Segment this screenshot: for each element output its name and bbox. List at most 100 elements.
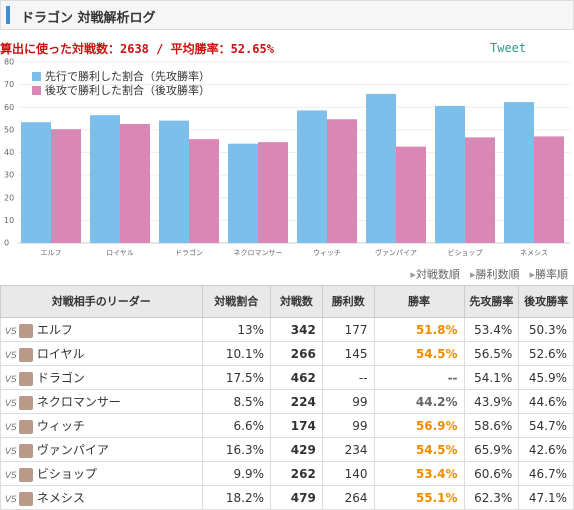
cell: 46.7% bbox=[518, 461, 574, 486]
cell: 43.9% bbox=[463, 389, 520, 414]
leader-name: ヴァンパイア bbox=[36, 443, 109, 457]
column-header: 対戦相手のリーダー bbox=[0, 285, 203, 318]
leader-cell: VS ネクロマンサー bbox=[0, 389, 203, 414]
y-tick-label: 80 bbox=[4, 58, 14, 67]
x-tick-label: エルフ bbox=[41, 249, 62, 257]
column-header: 勝率 bbox=[373, 285, 465, 318]
vs-label: VS bbox=[5, 351, 17, 361]
cell: 13% bbox=[201, 317, 272, 342]
cell: 54.1% bbox=[463, 365, 520, 390]
vs-label: VS bbox=[5, 471, 17, 481]
vs-label: VS bbox=[5, 375, 17, 385]
leader-icon bbox=[18, 467, 33, 482]
vs-label: VS bbox=[5, 399, 17, 409]
cell: 99 bbox=[321, 413, 375, 438]
x-tick-label: ロイヤル bbox=[106, 249, 134, 257]
cell: 54.5% bbox=[373, 437, 465, 462]
summary: 算出に使った対戦数：2638 / 平均勝率：52.65% bbox=[0, 42, 274, 56]
sort-label[interactable]: 対戦数順 bbox=[415, 268, 460, 281]
leader-icon bbox=[18, 443, 33, 458]
sort-label[interactable]: 勝率順 bbox=[535, 268, 568, 281]
leader-name: ウィッチ bbox=[36, 419, 85, 433]
y-tick-label: 60 bbox=[4, 103, 14, 112]
cell: 44.2% bbox=[373, 389, 465, 414]
cell: 342 bbox=[270, 317, 323, 342]
cell: 10.1% bbox=[201, 341, 272, 366]
bar bbox=[435, 105, 465, 243]
cell: 54.7% bbox=[518, 413, 574, 438]
table-row: VS エルフ 13% 342 177 51.8% 53.4% 50.3% bbox=[0, 317, 574, 342]
cell: 44.6% bbox=[518, 389, 574, 414]
cell: 99 bbox=[321, 389, 375, 414]
vs-label: VS bbox=[5, 423, 17, 433]
header-title: ドラゴン 対戦解析ログ bbox=[21, 11, 156, 26]
cell: 56.5% bbox=[463, 341, 520, 366]
cell: 174 bbox=[270, 413, 323, 438]
y-tick-label: 0 bbox=[4, 239, 9, 248]
sort-link[interactable]: ▸対戦数順 bbox=[410, 268, 460, 281]
column-header: 後攻勝率 bbox=[518, 285, 574, 318]
sort-label[interactable]: 勝利数順 bbox=[475, 268, 520, 281]
table: 対戦相手のリーダー 対戦割合 対戦数 勝利数 勝率 先攻勝率 後攻勝率 VS エルフ 13% 342… bbox=[0, 285, 574, 510]
leader-name: ネクロマンサー bbox=[36, 395, 121, 409]
header-row: 対戦相手のリーダー 対戦割合 対戦数 勝利数 勝率 先攻勝率 後攻勝率 bbox=[0, 285, 574, 318]
cell: 42.6% bbox=[518, 437, 574, 462]
sort-link[interactable]: ▸勝率順 bbox=[529, 268, 568, 281]
cell: 60.6% bbox=[463, 461, 520, 486]
column-header: 先攻勝率 bbox=[463, 285, 520, 318]
cell: 17.5% bbox=[201, 365, 272, 390]
cell: 65.9% bbox=[463, 437, 520, 462]
sort-link[interactable]: ▸勝利数順 bbox=[470, 268, 520, 281]
vs-label: VS bbox=[5, 447, 17, 457]
leader-icon bbox=[18, 395, 33, 410]
cell: 6.6% bbox=[201, 413, 272, 438]
bar bbox=[396, 146, 426, 243]
x-tick-label: ヴァンパイア bbox=[375, 248, 417, 257]
table-row: VS ロイヤル 10.1% 266 145 54.5% 56.5% 52.6% bbox=[0, 341, 574, 366]
x-tick-label: ウィッチ bbox=[313, 249, 341, 257]
cell: 52.6% bbox=[518, 341, 574, 366]
leader-icon bbox=[18, 371, 33, 386]
cell: -- bbox=[373, 365, 465, 390]
leader-cell: VS エルフ bbox=[0, 317, 203, 342]
leader-cell: VS ビショップ bbox=[0, 461, 203, 486]
y-tick-label: 50 bbox=[4, 125, 14, 134]
bar bbox=[189, 139, 219, 243]
y-tick-label: 40 bbox=[4, 148, 14, 157]
sort-arrow: ▸ bbox=[529, 268, 535, 281]
leader-name: ネメシス bbox=[36, 491, 85, 505]
cell: 58.6% bbox=[463, 413, 520, 438]
bar bbox=[228, 143, 258, 243]
bar bbox=[258, 142, 288, 243]
bar bbox=[327, 119, 357, 243]
table-row: VS ドラゴン 17.5% 462 -- -- 54.1% 45.9% bbox=[0, 365, 574, 390]
x-tick-label: ビショップ bbox=[448, 248, 483, 257]
leader-name: ビショップ bbox=[36, 467, 97, 481]
cell: 53.4% bbox=[373, 461, 465, 486]
tweet-link[interactable]: Tweet bbox=[490, 41, 527, 55]
cell: 16.3% bbox=[201, 437, 272, 462]
header: ドラゴン 対戦解析ログ bbox=[0, 0, 574, 30]
bar bbox=[297, 110, 327, 243]
cell: 53.4% bbox=[463, 317, 520, 342]
leader-name: エルフ bbox=[36, 323, 73, 337]
cell: 54.5% bbox=[373, 341, 465, 366]
table-row: VS ビショップ 9.9% 262 140 53.4% 60.6% 46.7% bbox=[0, 461, 574, 486]
bar bbox=[51, 129, 81, 243]
cell: -- bbox=[321, 365, 375, 390]
cell: 262 bbox=[270, 461, 323, 486]
leader-icon bbox=[18, 491, 33, 506]
leader-cell: VS ドラゴン bbox=[0, 365, 203, 390]
leader-icon bbox=[18, 419, 33, 434]
vs-label: VS bbox=[5, 327, 17, 337]
legend-label: 先行で勝利した割合（先攻勝率） bbox=[45, 69, 210, 83]
legend-label: 後攻で勝利した割合（後攻勝率） bbox=[45, 83, 210, 97]
bar bbox=[120, 123, 150, 243]
cell: 224 bbox=[270, 389, 323, 414]
legend-swatch bbox=[32, 86, 41, 95]
bar bbox=[504, 102, 534, 243]
y-tick-label: 10 bbox=[4, 216, 14, 225]
bar bbox=[534, 136, 564, 243]
y-tick-label: 20 bbox=[4, 193, 14, 202]
